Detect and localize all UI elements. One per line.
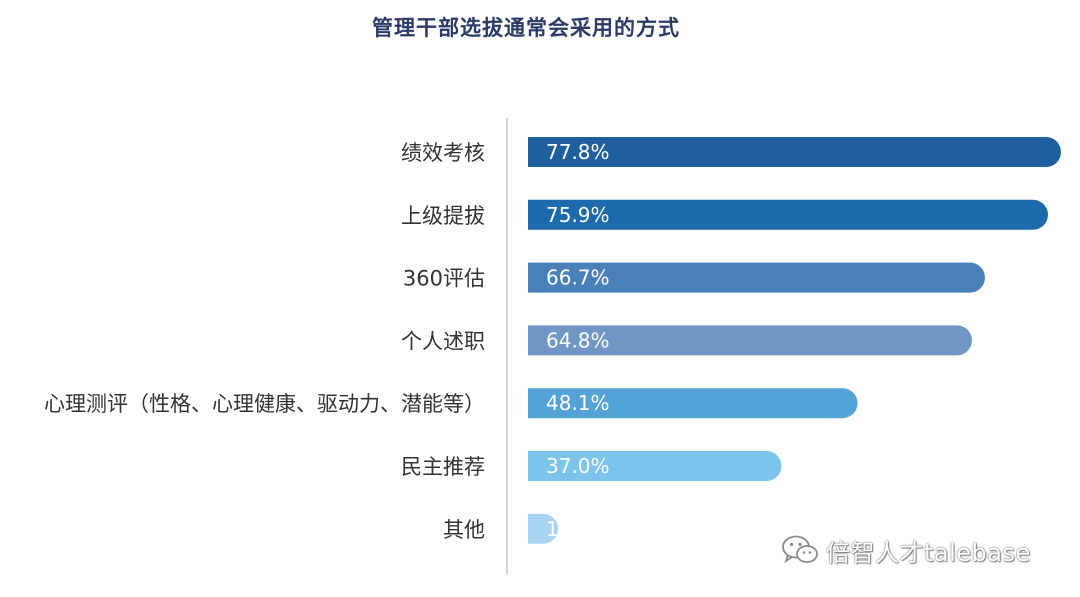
value-label-5: 48.1% xyxy=(546,391,610,415)
category-label-3: 360评估 xyxy=(403,267,485,291)
bar-7 xyxy=(528,513,558,544)
bar-2 xyxy=(528,199,1048,230)
category-label-6: 民主推荐 xyxy=(401,455,485,479)
bar-5 xyxy=(528,388,858,419)
category-label-1: 绩效考核 xyxy=(401,141,485,165)
bar-1 xyxy=(528,137,1061,167)
value-label-6: 37.0% xyxy=(546,454,610,478)
bar-4 xyxy=(528,325,972,356)
wechat-icon xyxy=(782,535,818,564)
value-label-3: 66.7% xyxy=(546,266,610,290)
category-label-7: 其他 xyxy=(443,518,485,542)
value-label-4: 64.8% xyxy=(546,328,610,352)
bars-group: 77.8% 绩效考核 75.9% 上级提拔 66.7% 360评估 64.8% 个人述职 48.… xyxy=(44,137,1061,544)
category-label-2: 上级提拔 xyxy=(401,204,485,228)
value-label-7: 1.9% xyxy=(546,517,597,541)
bar-3 xyxy=(528,262,985,293)
bar-6 xyxy=(528,451,782,481)
watermark: 倍智人才talebase xyxy=(780,530,1031,570)
value-label-2: 75.9% xyxy=(546,203,610,227)
watermark-text: 倍智人才talebase xyxy=(826,538,1031,567)
value-label-1: 77.8% xyxy=(546,140,610,164)
chart-title: 管理干部选拔通常会采用的方式 xyxy=(372,16,680,40)
category-label-5: 心理测评（性格、心理健康、驱动力、潜能等） xyxy=(44,392,485,416)
category-label-4: 个人述职 xyxy=(401,329,485,353)
